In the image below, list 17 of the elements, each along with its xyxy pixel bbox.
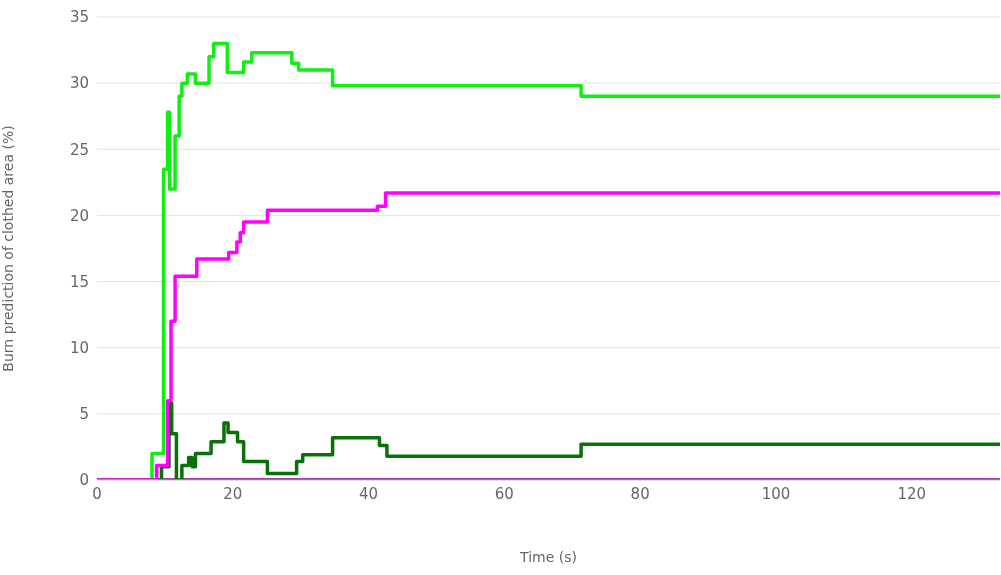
x-tick-label: 40: [359, 484, 379, 503]
y-tick-label: 25: [69, 140, 89, 159]
y-tick-label: 35: [69, 8, 89, 27]
x-tick-label: 100: [761, 484, 791, 503]
x-axis-title: Time (s): [519, 549, 577, 565]
y-tick-label: 20: [69, 206, 89, 225]
y-axis-title: Burn prediction of clothed area (%): [0, 125, 16, 372]
x-tick-label: 20: [223, 484, 243, 503]
x-tick-label: 80: [630, 484, 650, 503]
y-tick-label: 10: [69, 339, 89, 358]
y-tick-label: 5: [79, 405, 89, 424]
x-tick-label: 120: [897, 484, 927, 503]
y-tick-label: 30: [69, 74, 89, 93]
y-tick-label: 15: [69, 272, 89, 291]
x-tick-label: 0: [92, 484, 102, 503]
y-tick-label: 0: [79, 471, 89, 490]
x-tick-label: 60: [494, 484, 514, 503]
